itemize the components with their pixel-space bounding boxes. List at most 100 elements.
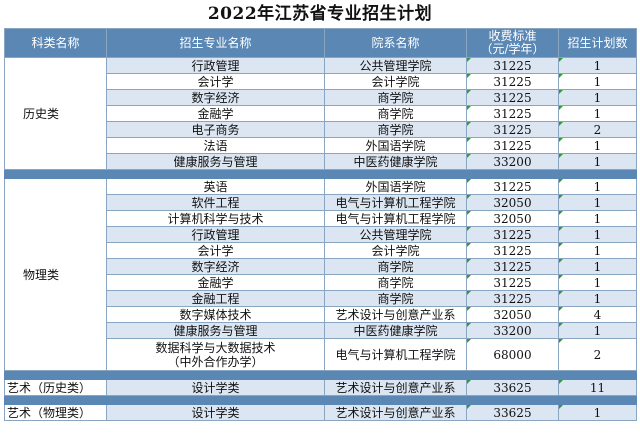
major-line1: 数据科学与大数据技术: [155, 340, 276, 355]
count-cell: 2: [558, 121, 637, 138]
header-category: 科类名称: [4, 28, 107, 58]
count-cell: 1: [558, 274, 637, 291]
fee-cell: 33625: [466, 404, 559, 421]
college-cell: 公共管理学院: [324, 57, 467, 74]
count-cell: 1: [558, 226, 637, 243]
fee-cell: 32050: [466, 194, 559, 211]
admission-plan-table: 科类名称 招生专业名称 院系名称 收费标准 （元/学年） 招生计划数 历史类 行…: [4, 28, 637, 421]
college-cell: 外国语学院: [324, 137, 467, 154]
college-cell: 电气与计算机工程学院: [324, 338, 467, 371]
fee-cell: 31225: [466, 137, 559, 154]
table-row: 艺术（物理类） 设计学类 艺术设计与创意产业系 33625 1: [4, 404, 637, 421]
header-college: 院系名称: [324, 28, 467, 58]
fee-cell: 33625: [466, 379, 559, 396]
major-cell: 计算机科学与技术: [106, 210, 325, 227]
group-separator: [4, 370, 637, 380]
major-cell: 英语: [106, 178, 325, 195]
group-separator: [4, 169, 637, 179]
major-cell: 会计学: [106, 242, 325, 259]
table-row: 历史类 行政管理 公共管理学院 31225 1: [4, 57, 637, 170]
count-cell: 1: [558, 73, 637, 90]
major-cell: 设计学类: [106, 404, 325, 421]
header-count: 招生计划数: [558, 28, 637, 58]
count-cell: 1: [558, 404, 637, 421]
count-cell: 11: [558, 379, 637, 396]
table-row: 物理类 英语 外国语学院 31225 1: [4, 178, 637, 371]
count-cell: 2: [558, 338, 637, 371]
college-cell: 艺术设计与创意产业系: [324, 306, 467, 323]
table-row: 艺术（历史类） 设计学类 艺术设计与创意产业系 33625 11: [4, 379, 637, 396]
header-fee: 收费标准 （元/学年）: [466, 28, 559, 58]
category-art-physics: 艺术（物理类）: [4, 404, 107, 421]
major-cell: 数据科学与大数据技术 （中外合作办学）: [106, 338, 325, 371]
major-cell: 软件工程: [106, 194, 325, 211]
major-cell: 健康服务与管理: [106, 322, 325, 339]
table-header-row: 科类名称 招生专业名称 院系名称 收费标准 （元/学年） 招生计划数: [4, 28, 637, 58]
count-cell: 1: [558, 137, 637, 154]
fee-cell: 31225: [466, 89, 559, 106]
fee-cell: 31225: [466, 178, 559, 195]
major-cell: 法语: [106, 137, 325, 154]
table-row: 健康服务与管理 中医药健康学院 33200 1: [5, 322, 637, 339]
table-row: 金融学 商学院 31225 1: [5, 274, 637, 291]
major-cell: 金融学: [106, 274, 325, 291]
college-cell: 会计学院: [324, 242, 467, 259]
table-row: 金融工程 商学院 31225 1: [5, 290, 637, 307]
count-cell: 4: [558, 306, 637, 323]
count-cell: 1: [558, 105, 637, 122]
college-cell: 商学院: [324, 121, 467, 138]
major-cell: 数字经济: [106, 89, 325, 106]
major-cell: 设计学类: [106, 379, 325, 396]
count-cell: 1: [558, 153, 637, 170]
college-cell: 外国语学院: [324, 178, 467, 195]
table-row: 会计学 会计学院 31225 1: [5, 73, 637, 90]
page-title: 2022年江苏省专业招生计划: [207, 4, 433, 24]
count-cell: 1: [558, 194, 637, 211]
major-cell: 行政管理: [106, 57, 325, 74]
count-cell: 1: [558, 322, 637, 339]
category-art-history: 艺术（历史类）: [4, 379, 107, 396]
college-cell: 电气与计算机工程学院: [324, 210, 467, 227]
count-cell: 1: [558, 57, 637, 74]
major-cell: 行政管理: [106, 226, 325, 243]
major-cell: 电子商务: [106, 121, 325, 138]
major-cell: 数字媒体技术: [106, 306, 325, 323]
fee-cell: 31225: [466, 73, 559, 90]
fee-cell: 31225: [466, 290, 559, 307]
fee-cell: 32050: [466, 210, 559, 227]
count-cell: 1: [558, 258, 637, 275]
table-row: 行政管理 公共管理学院 31225 1: [5, 226, 637, 243]
fee-cell: 31225: [466, 105, 559, 122]
table-row: 健康服务与管理 中医药健康学院 33200 1: [5, 153, 637, 170]
college-cell: 公共管理学院: [324, 226, 467, 243]
table-row: 数据科学与大数据技术 （中外合作办学） 电气与计算机工程学院 68000 2: [5, 338, 637, 371]
category-physics: 物理类: [4, 178, 107, 371]
college-cell: 中医药健康学院: [324, 153, 467, 170]
count-cell: 1: [558, 210, 637, 227]
major-cell: 健康服务与管理: [106, 153, 325, 170]
count-cell: 1: [558, 242, 637, 259]
fee-cell: 31225: [466, 274, 559, 291]
college-cell: 中医药健康学院: [324, 322, 467, 339]
fee-cell: 31225: [466, 121, 559, 138]
table-row: 软件工程 电气与计算机工程学院 32050 1: [5, 194, 637, 211]
college-cell: 商学院: [324, 105, 467, 122]
major-cell: 数字经济: [106, 258, 325, 275]
fee-cell: 31225: [466, 226, 559, 243]
college-cell: 艺术设计与创意产业系: [324, 404, 467, 421]
fee-cell: 32050: [466, 306, 559, 323]
category-history: 历史类: [4, 57, 107, 170]
fee-cell: 33200: [466, 153, 559, 170]
college-cell: 商学院: [324, 89, 467, 106]
college-cell: 艺术设计与创意产业系: [324, 379, 467, 396]
table-row: 金融学 商学院 31225 1: [5, 105, 637, 122]
count-cell: 1: [558, 178, 637, 195]
major-cell: 会计学: [106, 73, 325, 90]
major-cell: 金融工程: [106, 290, 325, 307]
college-cell: 电气与计算机工程学院: [324, 194, 467, 211]
count-cell: 1: [558, 290, 637, 307]
college-cell: 商学院: [324, 290, 467, 307]
college-cell: 商学院: [324, 258, 467, 275]
table-row: 电子商务 商学院 31225 2: [5, 121, 637, 138]
count-cell: 1: [558, 89, 637, 106]
